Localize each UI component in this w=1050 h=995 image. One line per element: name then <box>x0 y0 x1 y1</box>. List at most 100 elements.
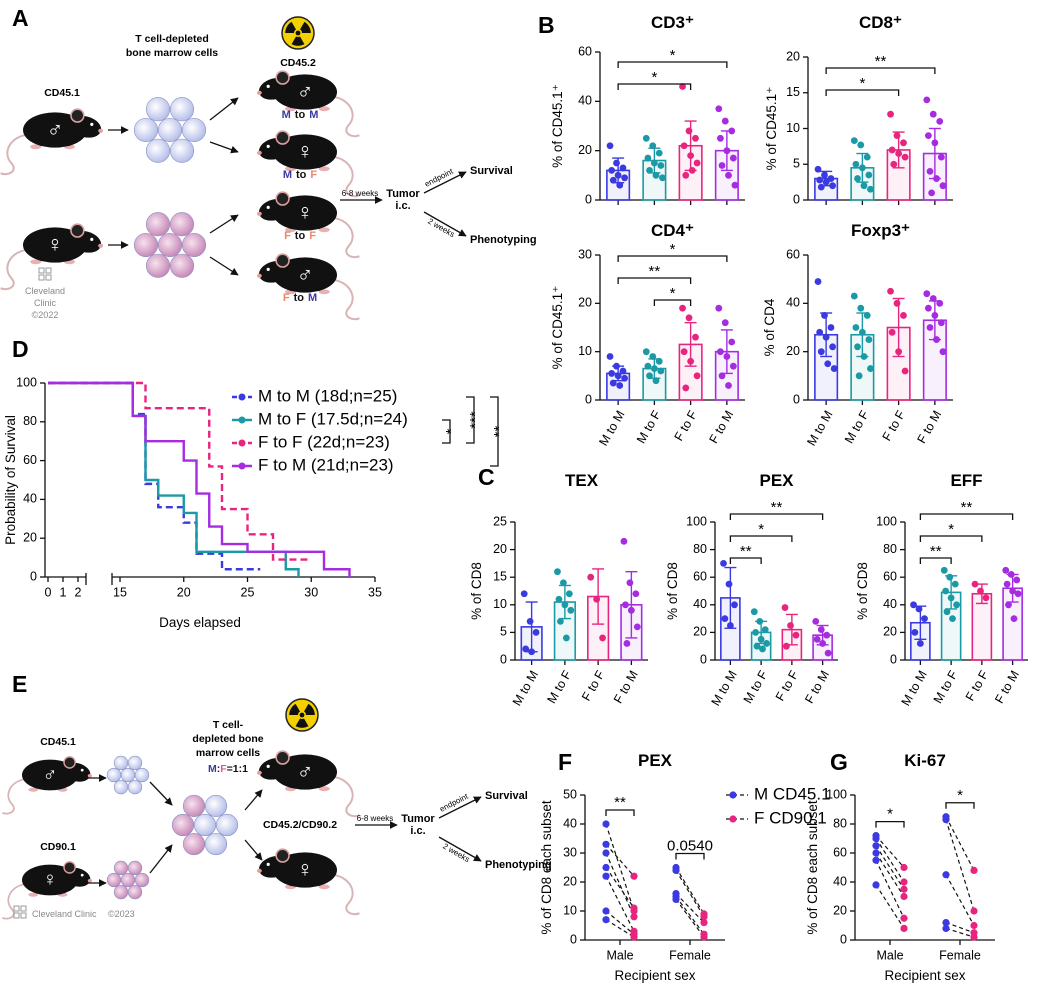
radiation-blade <box>304 703 315 715</box>
data-point <box>942 816 950 824</box>
mouse <box>2 756 92 815</box>
data-point <box>679 304 686 312</box>
y-tick-label: 80 <box>693 542 707 556</box>
data-point <box>1014 590 1022 598</box>
data-point <box>942 871 950 879</box>
group-donor: M <box>282 109 291 121</box>
y-tick-label: 10 <box>493 597 507 611</box>
data-point <box>626 579 634 587</box>
y-tick-label: 0 <box>793 392 800 406</box>
pair-line <box>875 859 905 919</box>
data-point <box>943 608 951 616</box>
data-point <box>939 182 947 190</box>
pair-line <box>605 875 635 932</box>
significance-label: ** <box>961 499 973 516</box>
data-point <box>817 626 825 634</box>
panel-letter: D <box>12 336 29 362</box>
data-point <box>949 615 956 622</box>
data-point <box>823 631 831 639</box>
y-axis-label: % of CD8 each subset <box>805 800 820 935</box>
data-point <box>900 863 908 872</box>
pair-line <box>875 838 905 883</box>
data-point <box>602 907 610 915</box>
cell <box>169 253 195 278</box>
significance-label: * <box>670 47 676 64</box>
significance-label: * <box>859 75 865 92</box>
mouse-ear <box>275 191 290 206</box>
data-point <box>685 127 693 135</box>
logo-icon <box>20 912 27 919</box>
data-point <box>731 181 739 189</box>
mouse-nose <box>257 90 262 95</box>
y-tick-label: 10 <box>786 121 800 135</box>
logo-text: Clinic <box>34 298 57 308</box>
data-point <box>616 181 624 189</box>
y-tick-label: 40 <box>883 597 897 611</box>
data-point <box>715 304 723 312</box>
mouse-tail <box>333 155 360 198</box>
legend-marker <box>238 393 246 401</box>
x-tick-label: M to M <box>510 668 541 708</box>
data-point <box>587 573 595 581</box>
data-point <box>567 606 575 614</box>
panel-letter: E <box>12 671 27 697</box>
mouse-nose <box>98 128 103 133</box>
data-point <box>520 590 528 598</box>
legend-marker <box>238 439 246 447</box>
mouse-ear <box>275 130 290 145</box>
mouse-foot <box>30 144 42 150</box>
data-point <box>970 866 978 875</box>
data-point <box>855 372 863 380</box>
chart-title: CD4⁺ <box>651 221 694 240</box>
data-point <box>814 165 822 173</box>
group-recipient: F <box>309 230 316 242</box>
group-recipient: M <box>309 109 318 121</box>
y-tick-label: 80 <box>833 816 847 830</box>
y-tick-label: 60 <box>883 569 897 583</box>
data-point <box>850 292 858 300</box>
cell <box>204 794 228 818</box>
y-tick-label: 20 <box>578 296 592 310</box>
pair-line <box>675 899 705 938</box>
data-point <box>872 881 880 889</box>
data-point <box>725 580 733 588</box>
y-tick-label: 20 <box>833 903 847 917</box>
pair-line <box>875 845 905 890</box>
cell <box>113 860 129 876</box>
data-point <box>659 174 666 182</box>
mix-sep: : <box>217 763 221 775</box>
data-point <box>700 913 708 921</box>
data-point <box>672 895 680 904</box>
x-tick-label: F to F <box>880 408 909 444</box>
arrow <box>438 796 482 819</box>
y-tick-label: 5 <box>500 625 507 639</box>
data-point <box>929 110 937 118</box>
data-point <box>925 132 932 140</box>
data-point <box>942 919 950 927</box>
cell <box>157 117 183 143</box>
data-point <box>900 312 907 319</box>
data-point <box>1002 566 1010 574</box>
cell <box>127 755 143 771</box>
data-point <box>526 617 534 625</box>
sex-symbol: ♂ <box>297 78 314 103</box>
significance-bracket <box>617 61 728 68</box>
arrow <box>423 211 467 237</box>
flow-node: Survival <box>485 790 528 802</box>
group-donor: F <box>283 292 290 304</box>
y-tick-label: 100 <box>876 514 897 528</box>
x-tick-label: M to M <box>709 668 740 708</box>
data-point <box>970 907 978 915</box>
data-point <box>860 182 868 190</box>
data-point <box>816 176 824 184</box>
x-tick-label: 20 <box>177 585 191 599</box>
y-tick-label: 20 <box>563 874 577 888</box>
arrow <box>209 256 239 276</box>
mouse-tail <box>2 778 25 815</box>
data-point <box>644 154 652 162</box>
data-point <box>642 348 650 356</box>
legend-label: F to F (22d;n=23) <box>258 432 390 451</box>
flow-label: 2 weeks <box>441 842 471 864</box>
mix-ratio: =1:1 <box>227 763 248 775</box>
data-point <box>829 343 836 351</box>
